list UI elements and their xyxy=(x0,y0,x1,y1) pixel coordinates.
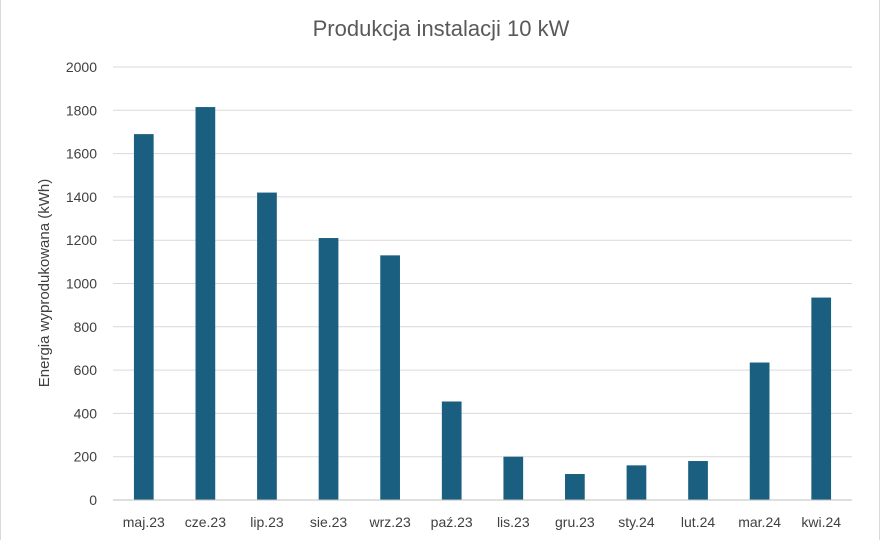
bar-sie.23 xyxy=(318,238,339,500)
x-tick-label: maj.23 xyxy=(123,514,165,530)
y-tick-label: 400 xyxy=(74,405,98,421)
bar-cze.23 xyxy=(195,107,216,501)
x-tick-label: wrz.23 xyxy=(369,514,411,530)
bar-lip.23 xyxy=(257,192,277,500)
chart-title: Produkcja instalacji 10 kW xyxy=(313,16,570,41)
x-tick-label: paź.23 xyxy=(431,514,473,530)
y-tick-label: 2000 xyxy=(66,59,97,75)
bar-gru.23 xyxy=(565,474,585,500)
bar-paź.23 xyxy=(441,401,462,500)
y-tick-label: 1600 xyxy=(66,146,97,162)
x-tick-label: lis.23 xyxy=(497,514,530,530)
x-axis-ticks: maj.23 cze.23 lip.23 sie.23 wrz.23 paź.23 lis.… xyxy=(123,514,841,530)
bar-maj.23 xyxy=(133,134,154,501)
x-tick-label: lip.23 xyxy=(250,514,284,530)
y-axis-ticks: 0 200 400 600 800 1000 1200 1400 1600 1800 2000 xyxy=(66,59,97,508)
bar-lut.24 xyxy=(688,461,708,500)
y-tick-label: 1800 xyxy=(66,102,97,118)
y-tick-label: 800 xyxy=(74,319,98,335)
y-tick-label: 1000 xyxy=(66,276,97,292)
bar-wrz.23 xyxy=(380,255,400,500)
y-tick-label: 200 xyxy=(74,449,98,465)
x-tick-label: kwi.24 xyxy=(801,514,841,530)
x-tick-label: cze.23 xyxy=(185,514,226,530)
y-axis-label: Energia wyprodukowana (kWh) xyxy=(36,179,53,387)
y-tick-label: 1400 xyxy=(66,189,97,205)
bar-kwi.24 xyxy=(811,297,832,500)
x-tick-label: sie.23 xyxy=(310,514,348,530)
x-tick-label: mar.24 xyxy=(738,514,781,530)
y-tick-label: 1200 xyxy=(66,232,97,248)
bar-mar.24 xyxy=(749,362,770,500)
y-tick-label: 600 xyxy=(74,362,98,378)
gridlines xyxy=(113,66,852,458)
x-tick-label: gru.23 xyxy=(555,514,595,530)
bar-lis.23 xyxy=(503,456,524,500)
x-tick-label: sty.24 xyxy=(618,514,655,530)
y-tick-label: 0 xyxy=(89,492,97,508)
x-tick-label: lut.24 xyxy=(681,514,715,530)
bar-sty.24 xyxy=(626,465,647,500)
bars xyxy=(133,107,832,501)
